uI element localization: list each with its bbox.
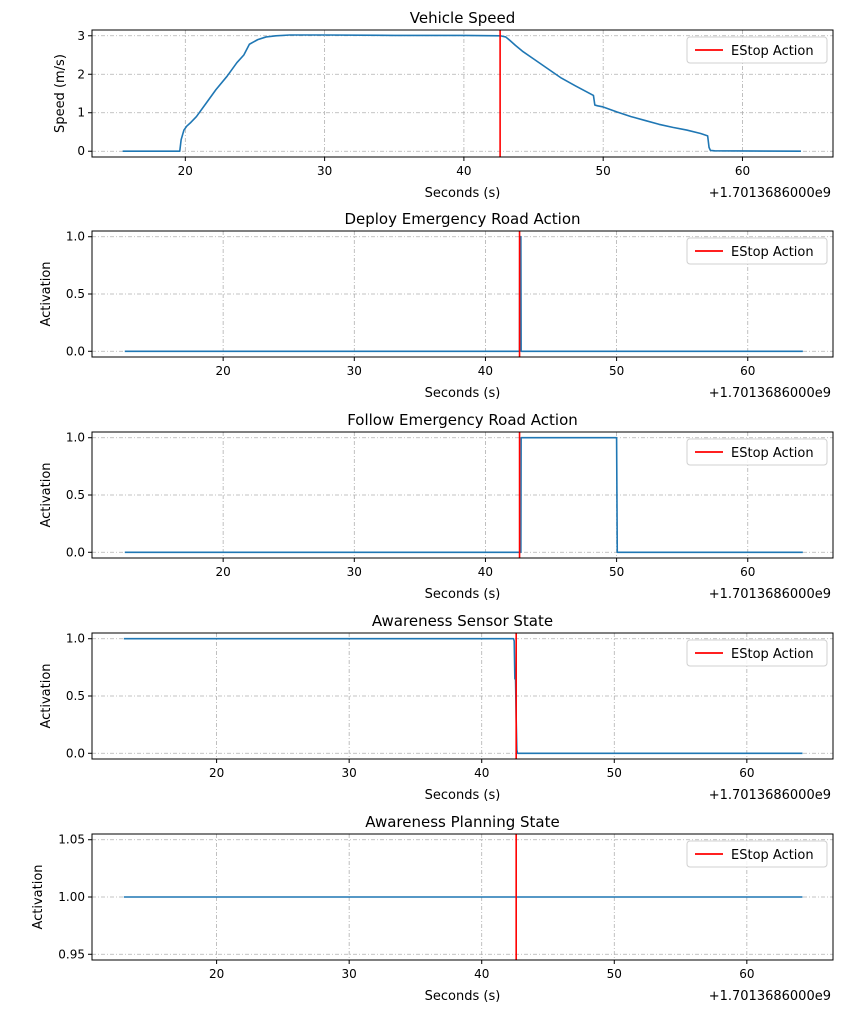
x-axis-label: Seconds (s) (425, 788, 501, 803)
subplot-3: 20 30 40 50 60 0.0 0.5 1.0 Follow Emergency Road… (39, 411, 834, 602)
chart-title: Awareness Sensor State (372, 612, 553, 630)
y-axis-label: Speed (m/s) (53, 54, 68, 133)
x-tick-label: 60 (735, 164, 750, 178)
legend-box (686, 639, 828, 667)
legend: EStop Action (686, 237, 828, 265)
y-tick-label: 0 (77, 144, 85, 158)
x-offset-label: +1.7013686000e9 (709, 386, 831, 401)
legend-label: EStop Action (731, 647, 814, 662)
chart-title: Awareness Planning State (365, 813, 559, 831)
legend: EStop Action (686, 36, 828, 64)
x-tick-label: 50 (609, 364, 624, 378)
series-line-speed (122, 34, 801, 153)
y-tick-label: 0.95 (58, 947, 85, 961)
legend-label: EStop Action (731, 446, 814, 461)
legend-label: EStop Action (731, 848, 814, 863)
x-offset-label: +1.7013686000e9 (709, 587, 831, 602)
x-tick-label: 20 (216, 364, 231, 378)
y-tick-label: 2 (77, 67, 85, 81)
x-axis-label: Seconds (s) (425, 989, 501, 1004)
series-line-follow (124, 436, 803, 554)
legend-label: EStop Action (731, 44, 814, 59)
legend-box (686, 840, 828, 868)
x-tick-label: 50 (596, 164, 611, 178)
subplot-5: 20 30 40 50 60 0.95 1.00 1.05 Awareness Planning… (31, 813, 834, 1004)
x-offset-label: +1.7013686000e9 (709, 989, 831, 1004)
legend: EStop Action (686, 438, 828, 466)
x-tick-label: 30 (342, 766, 357, 780)
legend-label: EStop Action (731, 245, 814, 260)
y-axis-label: Activation (39, 261, 54, 326)
y-axis-label: Activation (39, 462, 54, 527)
x-tick-label: 60 (740, 364, 755, 378)
y-tick-label: 0.0 (66, 545, 85, 559)
y-tick-label: 0.0 (66, 746, 85, 760)
y-axis-label: Activation (31, 864, 46, 929)
x-offset-label: +1.7013686000e9 (709, 788, 831, 803)
subplot-4: 20 30 40 50 60 0.0 0.5 1.0 Awareness Sensor Stat… (39, 612, 834, 803)
x-tick-label: 30 (317, 164, 332, 178)
x-tick-label: 50 (607, 967, 622, 981)
y-tick-label: 1.0 (66, 632, 85, 646)
x-tick-label: 50 (609, 565, 624, 579)
x-tick-label: 20 (209, 967, 224, 981)
y-tick-label: 0.5 (66, 287, 85, 301)
legend-box (686, 237, 828, 265)
x-tick-label: 40 (456, 164, 471, 178)
x-tick-label: 30 (342, 967, 357, 981)
x-tick-label: 60 (740, 565, 755, 579)
x-axis-label: Seconds (s) (425, 186, 501, 201)
y-tick-label: 1.00 (58, 890, 85, 904)
x-tick-label: 50 (607, 766, 622, 780)
x-tick-label: 20 (216, 565, 231, 579)
x-tick-label: 40 (474, 766, 489, 780)
x-tick-label: 40 (474, 967, 489, 981)
y-tick-label: 0.5 (66, 488, 85, 502)
chart-title: Vehicle Speed (410, 9, 515, 27)
x-tick-label: 40 (478, 565, 493, 579)
x-tick-label: 30 (347, 565, 362, 579)
legend-box (686, 36, 828, 64)
subplot-1: 20 30 40 50 60 0 1 2 3 Vehicle Speed Seconds (s) +1… (53, 9, 834, 201)
y-tick-label: 1.0 (66, 230, 85, 244)
axes-frame (91, 29, 834, 158)
x-tick-label: 60 (739, 967, 754, 981)
legend: EStop Action (686, 840, 828, 868)
y-tick-label: 0.5 (66, 689, 85, 703)
subplot-2: 20 30 40 50 60 0.0 0.5 1.0 Deploy Emergency Road… (39, 210, 834, 401)
x-axis-label: Seconds (s) (425, 587, 501, 602)
chart-title: Follow Emergency Road Action (347, 411, 578, 429)
legend-box (686, 438, 828, 466)
x-tick-label: 20 (178, 164, 193, 178)
x-tick-label: 60 (739, 766, 754, 780)
y-tick-label: 1 (77, 106, 85, 120)
x-tick-label: 20 (209, 766, 224, 780)
x-tick-label: 40 (478, 364, 493, 378)
y-tick-label: 0.0 (66, 344, 85, 358)
x-offset-label: +1.7013686000e9 (709, 186, 831, 201)
x-axis-label: Seconds (s) (425, 386, 501, 401)
x-tick-label: 30 (347, 364, 362, 378)
y-tick-label: 3 (77, 29, 85, 43)
legend: EStop Action (686, 639, 828, 667)
y-tick-label: 1.05 (58, 833, 85, 847)
chart-title: Deploy Emergency Road Action (344, 210, 580, 228)
y-axis-label: Activation (39, 663, 54, 728)
y-tick-label: 1.0 (66, 431, 85, 445)
